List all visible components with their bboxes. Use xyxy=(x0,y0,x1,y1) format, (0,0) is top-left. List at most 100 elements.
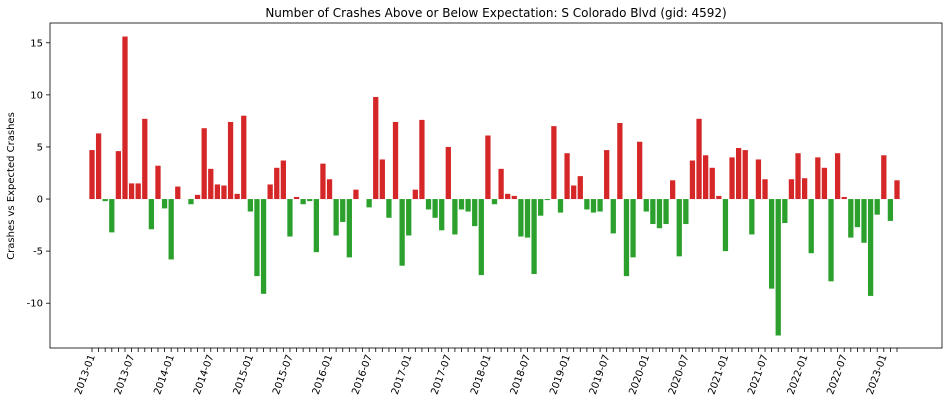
x-tick-label: 2014-01 xyxy=(152,353,177,396)
bar xyxy=(782,199,788,223)
bar xyxy=(280,160,286,200)
bar xyxy=(208,168,214,200)
bar xyxy=(749,199,755,235)
x-tick-label: 2020-07 xyxy=(667,353,692,396)
bar xyxy=(274,167,280,200)
bar xyxy=(762,179,768,200)
bar xyxy=(491,199,498,205)
bar xyxy=(142,118,148,200)
bar xyxy=(604,150,610,200)
chart-title: Number of Crashes Above or Below Expecta… xyxy=(265,6,726,20)
bar xyxy=(458,199,465,210)
bar xyxy=(808,199,814,254)
bar xyxy=(307,199,313,202)
bar xyxy=(254,199,260,277)
bar xyxy=(128,183,135,200)
y-axis-label: Crashes vs Expected Crashes xyxy=(6,112,17,260)
bar xyxy=(722,199,729,252)
bar xyxy=(366,199,372,208)
bar xyxy=(373,96,379,200)
x-tick-label: 2016-07 xyxy=(350,353,375,396)
bar xyxy=(854,199,861,228)
bar xyxy=(650,199,656,225)
bar xyxy=(834,153,841,200)
bar xyxy=(881,155,887,200)
plot-frame xyxy=(49,22,943,349)
bar xyxy=(194,194,201,200)
bar xyxy=(234,193,240,200)
bar xyxy=(538,199,544,216)
y-tick-label: -10 xyxy=(27,299,43,310)
bar xyxy=(531,199,537,275)
bar xyxy=(419,119,425,200)
bar xyxy=(801,178,808,200)
bar xyxy=(102,199,108,202)
bar xyxy=(95,133,102,200)
y-tick-label: 5 xyxy=(37,142,43,153)
y-tick-label: 15 xyxy=(30,38,43,49)
bar xyxy=(518,199,524,237)
bar xyxy=(485,135,491,200)
bar xyxy=(821,167,828,200)
bar xyxy=(287,199,293,237)
bar xyxy=(742,150,748,200)
bar xyxy=(861,199,867,243)
bar xyxy=(313,199,319,253)
x-tick-label: 2022-07 xyxy=(825,353,850,396)
bar xyxy=(155,165,161,200)
bar xyxy=(340,199,346,222)
bar xyxy=(175,186,181,200)
bar xyxy=(386,199,392,218)
bar xyxy=(392,121,399,200)
bar xyxy=(511,195,517,200)
x-tick-label: 2022-01 xyxy=(786,353,811,396)
bar xyxy=(260,199,267,294)
bar xyxy=(610,199,616,234)
bar xyxy=(148,199,155,230)
bar xyxy=(524,199,531,238)
bar xyxy=(571,185,577,200)
bar xyxy=(346,199,352,258)
x-tick-label: 2019-07 xyxy=(588,353,613,396)
bar xyxy=(300,199,306,205)
bar xyxy=(683,199,689,225)
bar xyxy=(630,199,636,258)
bar xyxy=(122,36,128,200)
bar xyxy=(161,199,168,209)
bar xyxy=(445,146,451,200)
bar xyxy=(227,121,234,200)
bar xyxy=(590,199,597,213)
x-tick-label: 2018-07 xyxy=(509,353,534,396)
bar xyxy=(452,199,458,235)
bar xyxy=(623,199,630,277)
bar xyxy=(214,184,221,200)
bar xyxy=(544,199,550,201)
bar xyxy=(637,141,643,200)
bar xyxy=(828,199,834,282)
bar xyxy=(472,199,478,227)
bar xyxy=(135,183,141,200)
bar xyxy=(597,199,603,212)
bar xyxy=(887,199,894,221)
x-tick-label: 2019-01 xyxy=(548,353,573,396)
bar xyxy=(353,189,359,200)
bar xyxy=(320,163,326,200)
bar xyxy=(689,160,696,200)
bar xyxy=(201,128,207,200)
x-tick-label: 2015-07 xyxy=(271,353,296,396)
bar xyxy=(656,199,663,229)
x-tick-label: 2016-01 xyxy=(311,353,336,396)
bar xyxy=(241,115,247,200)
bar xyxy=(670,180,676,200)
bar xyxy=(729,157,735,200)
bar xyxy=(768,199,775,289)
bar xyxy=(439,199,445,231)
bar xyxy=(551,126,557,200)
y-tick-label: 0 xyxy=(37,195,43,206)
x-tick-label: 2013-07 xyxy=(113,353,138,396)
bar xyxy=(874,199,880,215)
bar xyxy=(617,123,623,200)
bar xyxy=(663,199,669,225)
bar xyxy=(432,199,438,218)
